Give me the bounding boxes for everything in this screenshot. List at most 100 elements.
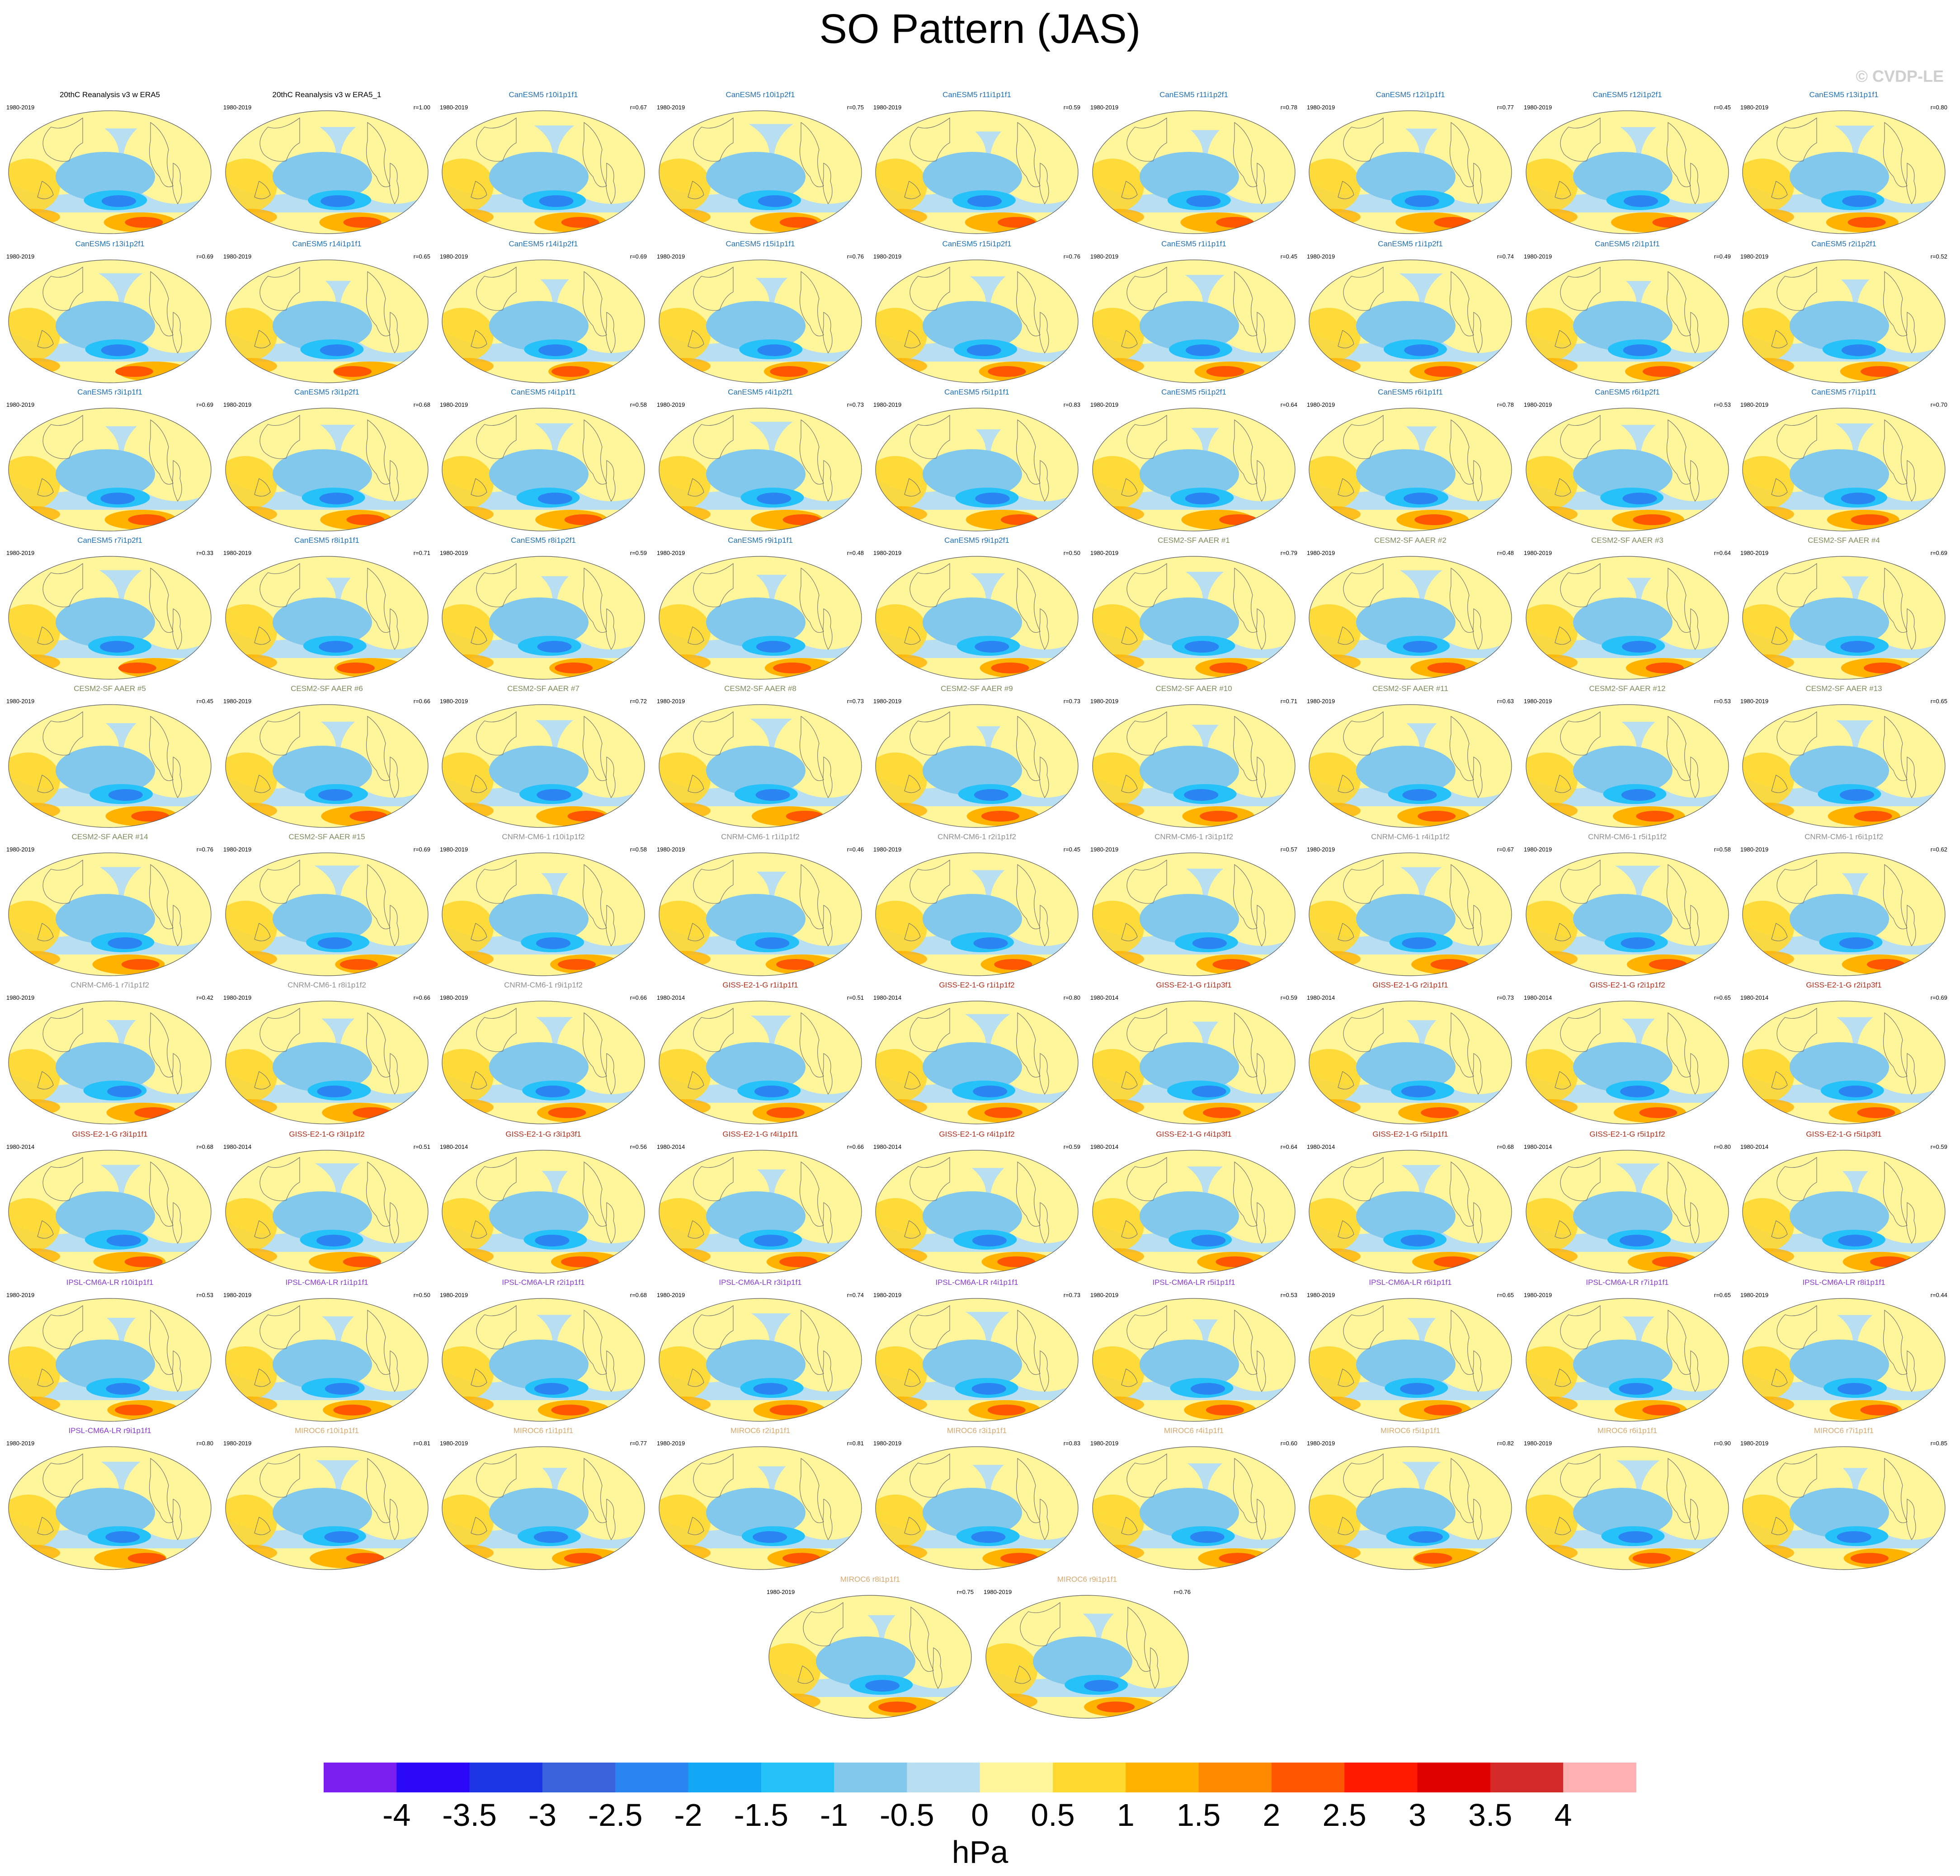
coastline <box>1126 711 1167 756</box>
panel-title: IPSL-CM6A-LR r7i1p1f1 <box>1586 1278 1669 1287</box>
negative-region <box>1140 597 1239 647</box>
panel-years: 1980-2014 <box>1740 994 1769 1001</box>
coastline <box>800 567 824 633</box>
panel-grid: 20thC Reanalysis v3 w ERA5 1980-2019 20thC… <box>4 90 1947 1719</box>
positive-region <box>1206 1405 1244 1415</box>
coastline <box>1016 419 1041 485</box>
map-border <box>225 1150 429 1274</box>
positive-region <box>226 260 428 281</box>
panel-pattern-correlation: r=0.69 <box>1930 550 1947 556</box>
panel-pattern-correlation: r=0.59 <box>1063 104 1080 111</box>
negative-region <box>1140 301 1239 351</box>
coastline <box>389 1350 399 1392</box>
coastline <box>1667 1309 1691 1375</box>
positive-region <box>1860 1405 1899 1415</box>
positive-region <box>766 1107 805 1118</box>
panel-years: 1980-2014 <box>657 1143 685 1150</box>
negative-region <box>1404 195 1439 207</box>
positive-region <box>1850 1553 1889 1564</box>
coastline <box>800 271 824 337</box>
map-panel: CanESM5 r7i1p2f1 1980-2019 r=0.33 <box>4 536 216 684</box>
coastline <box>254 1368 271 1387</box>
map-panel: GISS-E2-1-G r4i1p1f1 1980-2014 r=0.66 <box>654 1130 867 1278</box>
negative-region <box>1356 152 1456 202</box>
robinson-map <box>1526 408 1729 531</box>
coastline <box>904 775 921 793</box>
panel-years: 1980-2019 <box>440 253 468 260</box>
positive-region <box>226 1150 428 1164</box>
map-panel: CanESM5 r9i1p1f1 1980-2019 r=0.48 <box>654 536 867 684</box>
panel-pattern-correlation: r=0.53 <box>196 1292 213 1298</box>
panel-pattern-correlation: r=0.69 <box>196 401 213 408</box>
positive-region <box>442 1447 645 1468</box>
negative-region <box>1837 1531 1871 1543</box>
positive-region <box>1743 705 1945 720</box>
map-panel: CanESM5 r6i1p1f1 1980-2019 r=0.78 <box>1304 388 1517 536</box>
coastline <box>1039 1350 1049 1392</box>
coastline <box>688 330 704 348</box>
coastline <box>1667 122 1691 188</box>
map-border <box>1742 1001 1946 1124</box>
coastline <box>1690 757 1700 799</box>
negative-region <box>317 1086 352 1097</box>
panel-years: 1980-2019 <box>440 846 468 853</box>
coastline <box>1473 1202 1483 1244</box>
negative-region <box>273 152 372 202</box>
positive-region <box>659 1298 862 1314</box>
panel-pattern-correlation: r=0.69 <box>1930 994 1947 1001</box>
panel-title: CanESM5 r6i1p2f1 <box>1595 388 1660 396</box>
coastline <box>476 414 517 459</box>
panel-title: CanESM5 r5i1p2f1 <box>1161 388 1226 396</box>
positive-region <box>779 217 818 228</box>
coastline <box>366 1012 391 1078</box>
panel-pattern-correlation: r=0.64 <box>1280 401 1297 408</box>
positive-region <box>1216 217 1254 228</box>
negative-region <box>923 1042 1022 1092</box>
robinson-map <box>225 1150 429 1274</box>
coastline <box>1555 330 1571 348</box>
panel-pattern-correlation: r=0.53 <box>1714 401 1731 408</box>
panel-pattern-correlation: r=0.80 <box>196 1440 213 1447</box>
panel-years: 1980-2019 <box>873 104 902 111</box>
positive-region <box>1864 663 1902 673</box>
robinson-map <box>1092 1001 1296 1124</box>
map-border <box>8 704 212 828</box>
positive-region <box>9 556 211 570</box>
panel-pattern-correlation: r=0.73 <box>1497 994 1514 1001</box>
negative-region <box>974 789 1008 801</box>
positive-region <box>876 1001 1078 1014</box>
coastline <box>1906 460 1916 502</box>
coastline <box>42 1157 83 1201</box>
coastline <box>1256 757 1266 799</box>
negative-region <box>534 1383 569 1395</box>
negative-region <box>101 344 136 356</box>
map-panel: CanESM5 r9i1p2f1 1980-2019 r=0.50 <box>871 536 1083 684</box>
map-border <box>1526 110 1729 234</box>
negative-region <box>317 937 352 949</box>
negative-region <box>320 344 354 356</box>
negative-region <box>1790 1042 1889 1092</box>
positive-region <box>1309 1150 1512 1165</box>
negative-region <box>106 1383 141 1395</box>
coastline <box>1555 1071 1571 1090</box>
panel-title: CanESM5 r8i1p2f1 <box>511 536 576 545</box>
panel-title: CESM2-SF AAER #7 <box>507 684 580 693</box>
panel-title: GISS-E2-1-G r1i1p1f1 <box>722 981 798 989</box>
map-border <box>768 1595 972 1719</box>
panel-years: 1980-2019 <box>657 846 685 853</box>
panel-years: 1980-2019 <box>6 1292 35 1298</box>
positive-region <box>1414 1553 1452 1564</box>
coastline <box>366 1309 391 1375</box>
map-panel: CanESM5 r8i1p1f1 1980-2019 r=0.71 <box>221 536 433 684</box>
coastline <box>254 1517 271 1535</box>
panel-years: 1980-2014 <box>1090 1143 1119 1150</box>
coastline <box>476 563 517 607</box>
panel-years: 1980-2019 <box>1090 253 1119 260</box>
negative-region <box>489 1191 589 1241</box>
coastline <box>1233 1458 1258 1523</box>
robinson-map <box>225 110 429 234</box>
coastline <box>1039 608 1049 650</box>
negative-region <box>56 1488 155 1537</box>
map-panel: CanESM5 r1i1p1f1 1980-2019 r=0.45 <box>1088 240 1300 388</box>
coastline <box>259 1305 300 1349</box>
